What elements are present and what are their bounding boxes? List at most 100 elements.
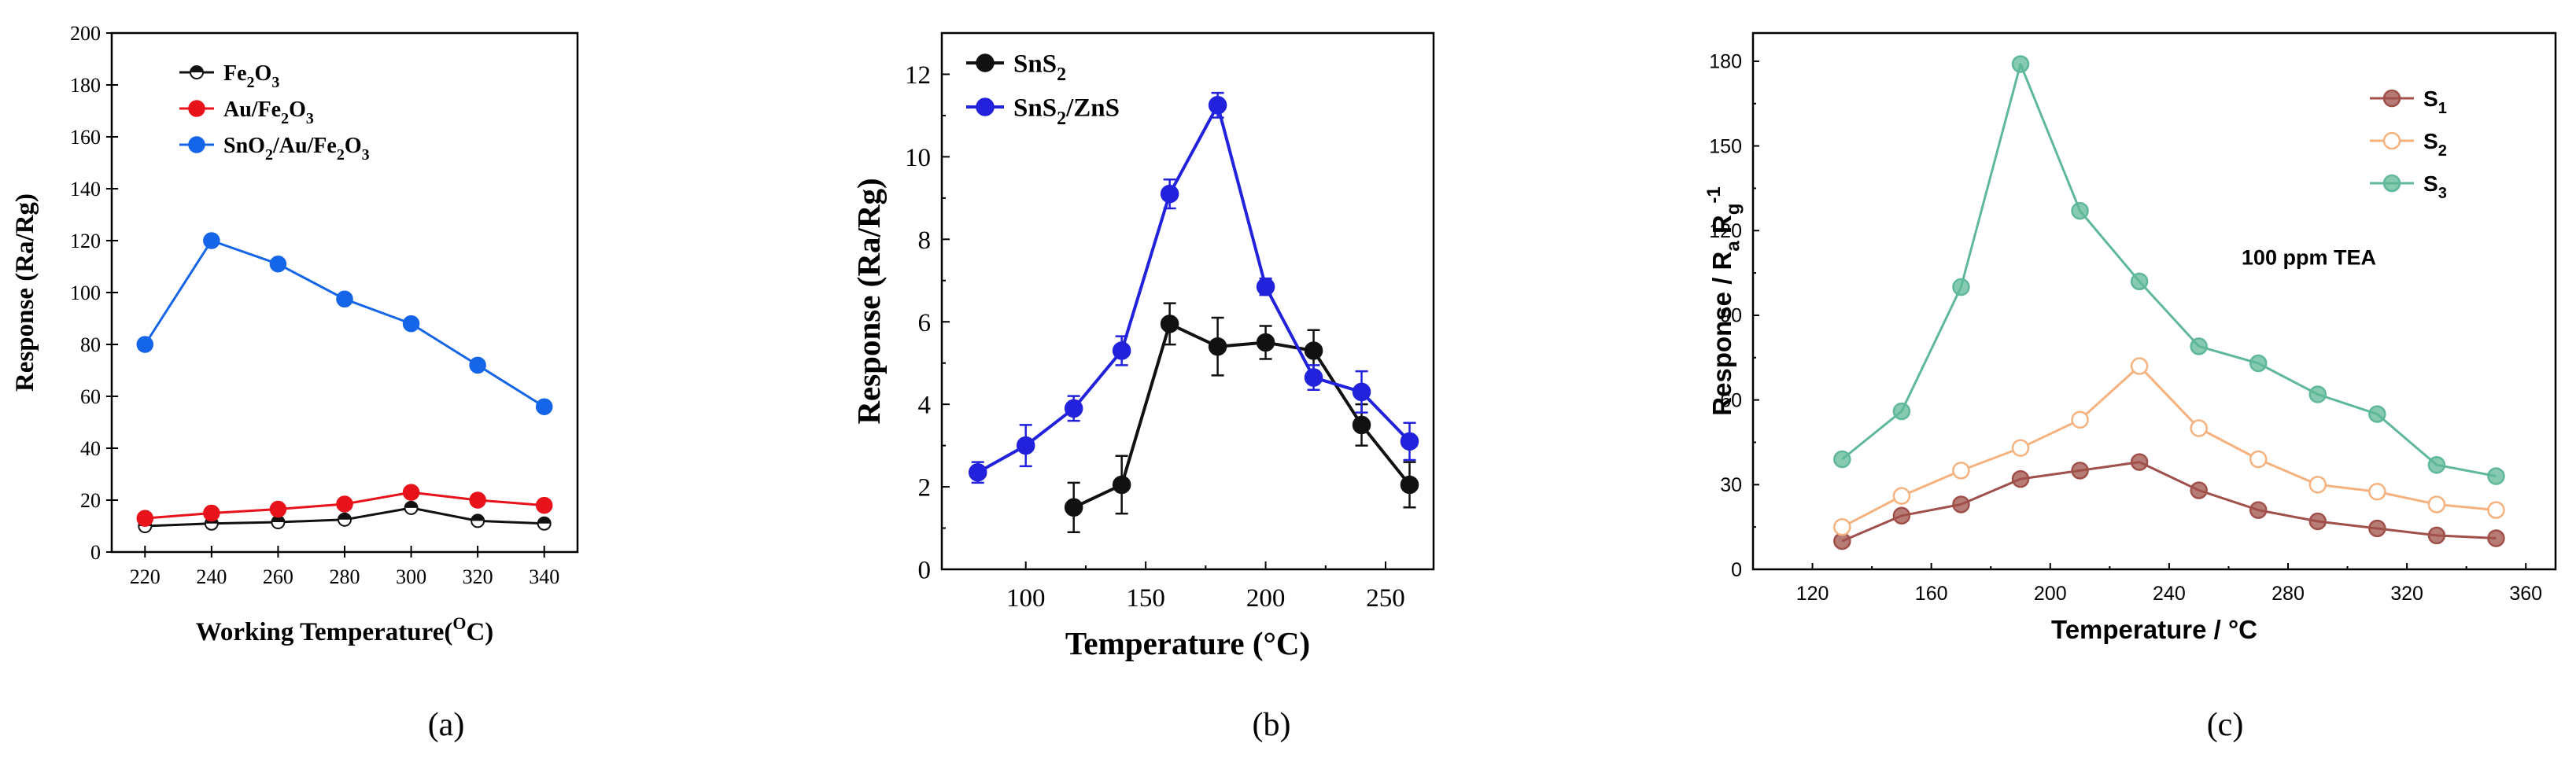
y-tick-label: 8 — [918, 226, 932, 255]
legend-label-part: 2 — [337, 146, 345, 164]
y-tick-label: 0 — [1731, 559, 1742, 581]
legend-label-part: /Au/Fe — [272, 134, 337, 158]
data-point-S2 — [1833, 517, 1851, 536]
x-tick-label: 320 — [463, 565, 493, 588]
data-point-SnS2 — [1400, 475, 1419, 495]
legend-label-part: Au/Fe — [223, 98, 281, 122]
x-tick-label: 360 — [2509, 583, 2542, 605]
data-point-S2 — [2190, 419, 2208, 437]
data-point-SnS2 — [1304, 341, 1323, 360]
legend-label-part: S — [2423, 129, 2438, 153]
data-point-SnS2 — [1256, 333, 1275, 352]
data-point-Au/Fe2O3 — [402, 484, 420, 501]
x-tick-label: 120 — [1796, 583, 1829, 605]
panel-c: 120 160 200 240 280 320 360 0 30 60 90 120 150 180 Tem… — [1703, 31, 2557, 743]
x-tick-label: 200 — [1246, 584, 1286, 613]
y-tick-label: 60 — [1720, 389, 1742, 411]
data-point-S3 — [2011, 55, 2030, 73]
x-axis-label: Temperature (°C) — [1065, 625, 1310, 661]
legend-marker-half — [190, 66, 203, 72]
legend-label-part: 2 — [281, 110, 289, 127]
legend-label-part: 2 — [265, 146, 273, 164]
data-point-S1 — [2130, 453, 2149, 471]
data-point-S1 — [1892, 506, 1911, 525]
data-point-SnO2/Au/Fe2O3 — [203, 232, 220, 249]
legend-label-part: O — [345, 134, 362, 158]
data-point-S3 — [2190, 337, 2208, 355]
data-point-SnO2/Au/Fe2O3 — [269, 255, 287, 273]
plot-frame — [1751, 31, 2557, 571]
data-point-S2 — [2249, 450, 2268, 469]
y-tick-label: 12 — [905, 61, 931, 90]
data-point-S3 — [2071, 201, 2089, 220]
data-point-Fe2O3-half — [537, 517, 551, 524]
data-point-Fe2O3-half — [404, 501, 418, 508]
y-tick-label: 150 — [1709, 135, 1742, 157]
data-point-S2 — [2427, 495, 2446, 513]
data-point-S3 — [2487, 467, 2505, 485]
x-tick-label: 250 — [1366, 584, 1405, 613]
data-point-S3 — [1952, 278, 1970, 296]
y-tick-label: 80 — [80, 333, 101, 356]
legend-label-part: 1 — [2438, 100, 2447, 117]
legend-label-part: 2 — [1057, 109, 1066, 129]
y-tick-label: 10 — [905, 144, 931, 172]
x-axis-label: Working Temperature(OC) — [196, 613, 494, 646]
y-tick-label: 200 — [70, 22, 101, 45]
data-point-Au/Fe2O3 — [535, 496, 553, 514]
x-tick-label: 260 — [263, 565, 293, 588]
x-tick-label: 300 — [396, 565, 426, 588]
legend-marker — [2382, 131, 2401, 150]
y-axis-label: Response / Ra Rg-1 — [1703, 186, 1744, 415]
legend-label-part: /ZnS — [1065, 94, 1120, 123]
data-point-SnS2/ZnS — [1016, 436, 1035, 455]
data-point-S1 — [2308, 512, 2327, 531]
x-tick-label: 150 — [1126, 584, 1165, 613]
data-point-S3 — [2308, 385, 2327, 403]
data-point-SnO2/Au/Fe2O3 — [402, 315, 420, 333]
legend-label: SnS2 — [1013, 50, 1066, 86]
legend-marker — [188, 100, 205, 117]
data-point-SnS2/ZnS — [1064, 399, 1083, 418]
data-point-SnS2/ZnS — [1112, 341, 1131, 360]
legend-label-part: S — [2423, 87, 2438, 111]
panel-label: (c) — [2207, 707, 2244, 743]
data-point-SnS2/ZnS — [1160, 184, 1179, 204]
x-tick-label: 200 — [2034, 583, 2067, 605]
data-point-S2 — [1952, 462, 1970, 480]
x-tick-label: 160 — [1915, 583, 1948, 605]
legend-label-part: Fe — [223, 61, 247, 86]
data-point-S1 — [1952, 495, 1970, 513]
data-point-SnO2/Au/Fe2O3 — [336, 290, 353, 307]
x-tick-label: 340 — [529, 565, 559, 588]
x-tick-label: 240 — [2153, 583, 2186, 605]
data-point-SnS2 — [1352, 415, 1371, 435]
legend-label-part: 2 — [2438, 142, 2447, 160]
legend-label: SnO2/Au/Fe2O3 — [223, 134, 370, 164]
legend-label: Au/Fe2O3 — [223, 98, 314, 127]
series-line-S1 — [1841, 461, 2497, 543]
y-tick-label: 4 — [918, 392, 932, 420]
legend-label-part: S — [2423, 171, 2438, 196]
data-point-S1 — [2368, 519, 2386, 538]
legend-label-part: O — [255, 61, 272, 86]
data-point-S1 — [2249, 501, 2268, 519]
y-tick-label: 40 — [80, 437, 101, 460]
data-point-S3 — [1892, 402, 1911, 421]
legend-marker — [976, 53, 995, 72]
series-line-SnS2 — [1072, 322, 1412, 510]
legend-label-part: 2 — [1057, 64, 1066, 85]
panel-label: (b) — [1253, 707, 1291, 743]
y-tick-label: 180 — [1709, 51, 1742, 73]
legend-marker — [2382, 174, 2401, 193]
legend-label-part: 3 — [2438, 185, 2447, 202]
legend-label-part: 3 — [306, 110, 314, 127]
plot-frame — [940, 31, 1435, 571]
data-point-S2 — [2071, 410, 2089, 429]
legend-label: Fe2O3 — [223, 61, 279, 91]
y-tick-label: 2 — [918, 474, 932, 502]
legend-label: S3 — [2423, 171, 2447, 202]
y-tick-label: 20 — [80, 489, 101, 512]
data-point-Fe2O3-half — [471, 514, 485, 521]
legend-label: S2 — [2423, 129, 2447, 160]
